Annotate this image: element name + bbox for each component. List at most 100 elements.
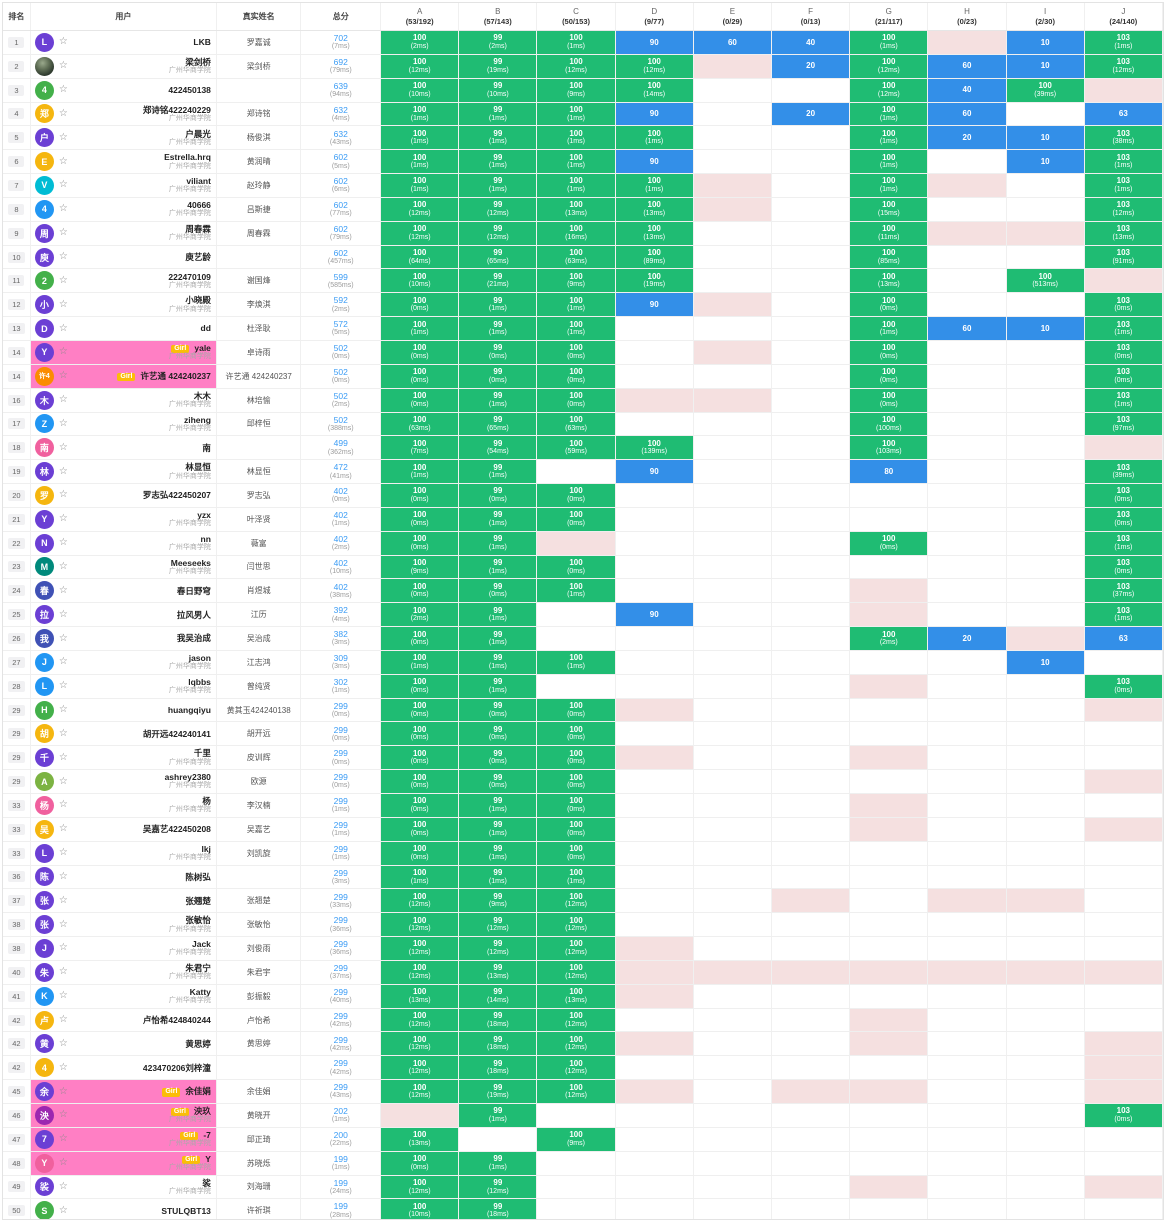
total-score-link[interactable]: 202 (333, 1106, 348, 1117)
submission-result-B[interactable]: 99 (1ms) (459, 627, 537, 650)
total-score-link[interactable]: 402 (333, 581, 348, 592)
submission-result-C[interactable]: 100 (1ms) (537, 31, 615, 54)
submission-result-A[interactable]: 100 (0ms) (381, 722, 459, 746)
submission-result-A[interactable]: 100 (12ms) (381, 1032, 459, 1056)
submission-result-D[interactable]: 100 (13ms) (615, 197, 693, 221)
submission-result-G[interactable]: 100 (1ms) (850, 126, 928, 150)
submission-result-G[interactable]: 100 (0ms) (850, 364, 928, 388)
submission-result-B[interactable]: 99 (18ms) (459, 1199, 537, 1219)
submission-result-I[interactable] (1006, 221, 1084, 245)
avatar[interactable]: 4 (34, 1058, 54, 1078)
username[interactable]: viliant (186, 176, 211, 187)
submission-result-D[interactable]: 90 (615, 150, 693, 174)
submission-result-B[interactable]: 99 (1ms) (459, 603, 537, 627)
favorite-star-icon[interactable]: ☆ (58, 537, 68, 549)
submission-result-G[interactable]: 100 (12ms) (850, 78, 928, 102)
submission-result-A[interactable]: 100 (0ms) (381, 507, 459, 531)
submission-result-G[interactable]: 100 (1ms) (850, 174, 928, 197)
avatar[interactable]: 朱 (34, 962, 54, 982)
username[interactable]: ashrey2380 (164, 772, 211, 783)
submission-result-J[interactable]: 103 (0ms) (1084, 484, 1162, 507)
submission-result-E[interactable] (693, 388, 771, 412)
submission-result-E[interactable] (693, 340, 771, 364)
submission-result-A[interactable]: 100 (12ms) (381, 937, 459, 960)
submission-result-I[interactable]: 100 (39ms) (1006, 78, 1084, 102)
submission-result-B[interactable]: 99 (12ms) (459, 1175, 537, 1199)
submission-result-C[interactable]: 100 (12ms) (537, 1080, 615, 1103)
submission-result-E[interactable] (693, 174, 771, 197)
submission-result-B[interactable]: 99 (1ms) (459, 650, 537, 674)
submission-result-B[interactable]: 99 (54ms) (459, 436, 537, 460)
total-score-link[interactable]: 199 (333, 1153, 348, 1164)
submission-result-B[interactable]: 99 (2ms) (459, 31, 537, 54)
submission-result-D[interactable]: 90 (615, 603, 693, 627)
favorite-star-icon[interactable]: ☆ (58, 1157, 68, 1169)
submission-result-C[interactable]: 100 (63ms) (537, 412, 615, 436)
avatar[interactable]: 罗 (34, 485, 54, 505)
submission-result-J[interactable] (1084, 1080, 1162, 1103)
favorite-star-icon[interactable]: ☆ (58, 322, 68, 334)
username[interactable]: 小晓殿 (185, 295, 211, 306)
submission-result-H[interactable]: 60 (928, 317, 1006, 340)
submission-result-G[interactable]: 100 (1ms) (850, 150, 928, 174)
submission-result-G[interactable]: 100 (12ms) (850, 54, 928, 78)
submission-result-C[interactable]: 100 (9ms) (537, 269, 615, 293)
submission-result-G[interactable]: 100 (0ms) (850, 340, 928, 364)
submission-result-B[interactable]: 99 (1ms) (459, 174, 537, 197)
submission-result-B[interactable]: 99 (19ms) (459, 54, 537, 78)
total-score-link[interactable]: 200 (333, 1129, 348, 1140)
submission-result-D[interactable]: 90 (615, 102, 693, 126)
favorite-star-icon[interactable]: ☆ (58, 1109, 68, 1121)
submission-result-J[interactable]: 63 (1084, 627, 1162, 650)
submission-result-A[interactable]: 100 (2ms) (381, 31, 459, 54)
total-score-link[interactable]: 199 (333, 1177, 348, 1188)
submission-result-J[interactable]: 103 (12ms) (1084, 54, 1162, 78)
total-score-link[interactable]: 299 (333, 1058, 348, 1069)
submission-result-B[interactable]: 99 (1ms) (459, 293, 537, 317)
username[interactable]: 梁剑桥 (185, 56, 211, 67)
submission-result-B[interactable]: 99 (1ms) (459, 1103, 537, 1127)
username[interactable]: STULQBT13 (161, 1205, 211, 1216)
favorite-star-icon[interactable]: ☆ (58, 489, 68, 501)
submission-result-B[interactable]: 99 (1ms) (459, 460, 537, 484)
avatar[interactable]: 4 (34, 80, 54, 100)
avatar[interactable]: 余 (34, 1082, 54, 1102)
avatar[interactable]: 周 (34, 223, 54, 243)
total-score-link[interactable]: 299 (333, 915, 348, 926)
submission-result-D[interactable] (615, 937, 693, 960)
total-score-link[interactable]: 402 (333, 557, 348, 568)
submission-result-A[interactable]: 100 (12ms) (381, 889, 459, 913)
favorite-star-icon[interactable]: ☆ (58, 465, 68, 477)
submission-result-C[interactable]: 100 (0ms) (537, 484, 615, 507)
username[interactable]: 422450138 (168, 85, 211, 96)
total-score-link[interactable]: 299 (333, 724, 348, 735)
favorite-star-icon[interactable]: ☆ (58, 942, 68, 954)
favorite-star-icon[interactable]: ☆ (58, 203, 68, 215)
submission-result-G[interactable]: 100 (1ms) (850, 102, 928, 126)
submission-result-A[interactable]: 100 (0ms) (381, 817, 459, 841)
avatar[interactable]: L (34, 32, 54, 52)
total-score-link[interactable]: 299 (333, 891, 348, 902)
favorite-star-icon[interactable]: ☆ (58, 1085, 68, 1097)
submission-result-A[interactable]: 100 (10ms) (381, 78, 459, 102)
submission-result-J[interactable]: 103 (1ms) (1084, 317, 1162, 340)
username[interactable]: Estrella.hrq (164, 152, 211, 163)
avatar[interactable]: L (34, 843, 54, 863)
submission-result-C[interactable]: 100 (0ms) (537, 770, 615, 793)
submission-result-C[interactable]: 100 (59ms) (537, 436, 615, 460)
total-score-link[interactable]: 402 (333, 486, 348, 497)
submission-result-G[interactable]: 100 (15ms) (850, 197, 928, 221)
avatar[interactable]: M (34, 557, 54, 577)
submission-result-B[interactable]: 99 (19ms) (459, 1080, 537, 1103)
submission-result-G[interactable] (850, 746, 928, 770)
submission-result-E[interactable] (693, 293, 771, 317)
submission-result-I[interactable] (1006, 627, 1084, 650)
avatar[interactable]: 春 (34, 581, 54, 601)
submission-result-C[interactable]: 100 (12ms) (537, 1032, 615, 1056)
submission-result-I[interactable]: 10 (1006, 126, 1084, 150)
username[interactable]: 40666 (187, 200, 211, 211)
submission-result-C[interactable]: 100 (1ms) (537, 174, 615, 197)
submission-result-I[interactable]: 10 (1006, 54, 1084, 78)
submission-result-C[interactable]: 100 (12ms) (537, 1056, 615, 1080)
submission-result-A[interactable]: 100 (13ms) (381, 1127, 459, 1151)
